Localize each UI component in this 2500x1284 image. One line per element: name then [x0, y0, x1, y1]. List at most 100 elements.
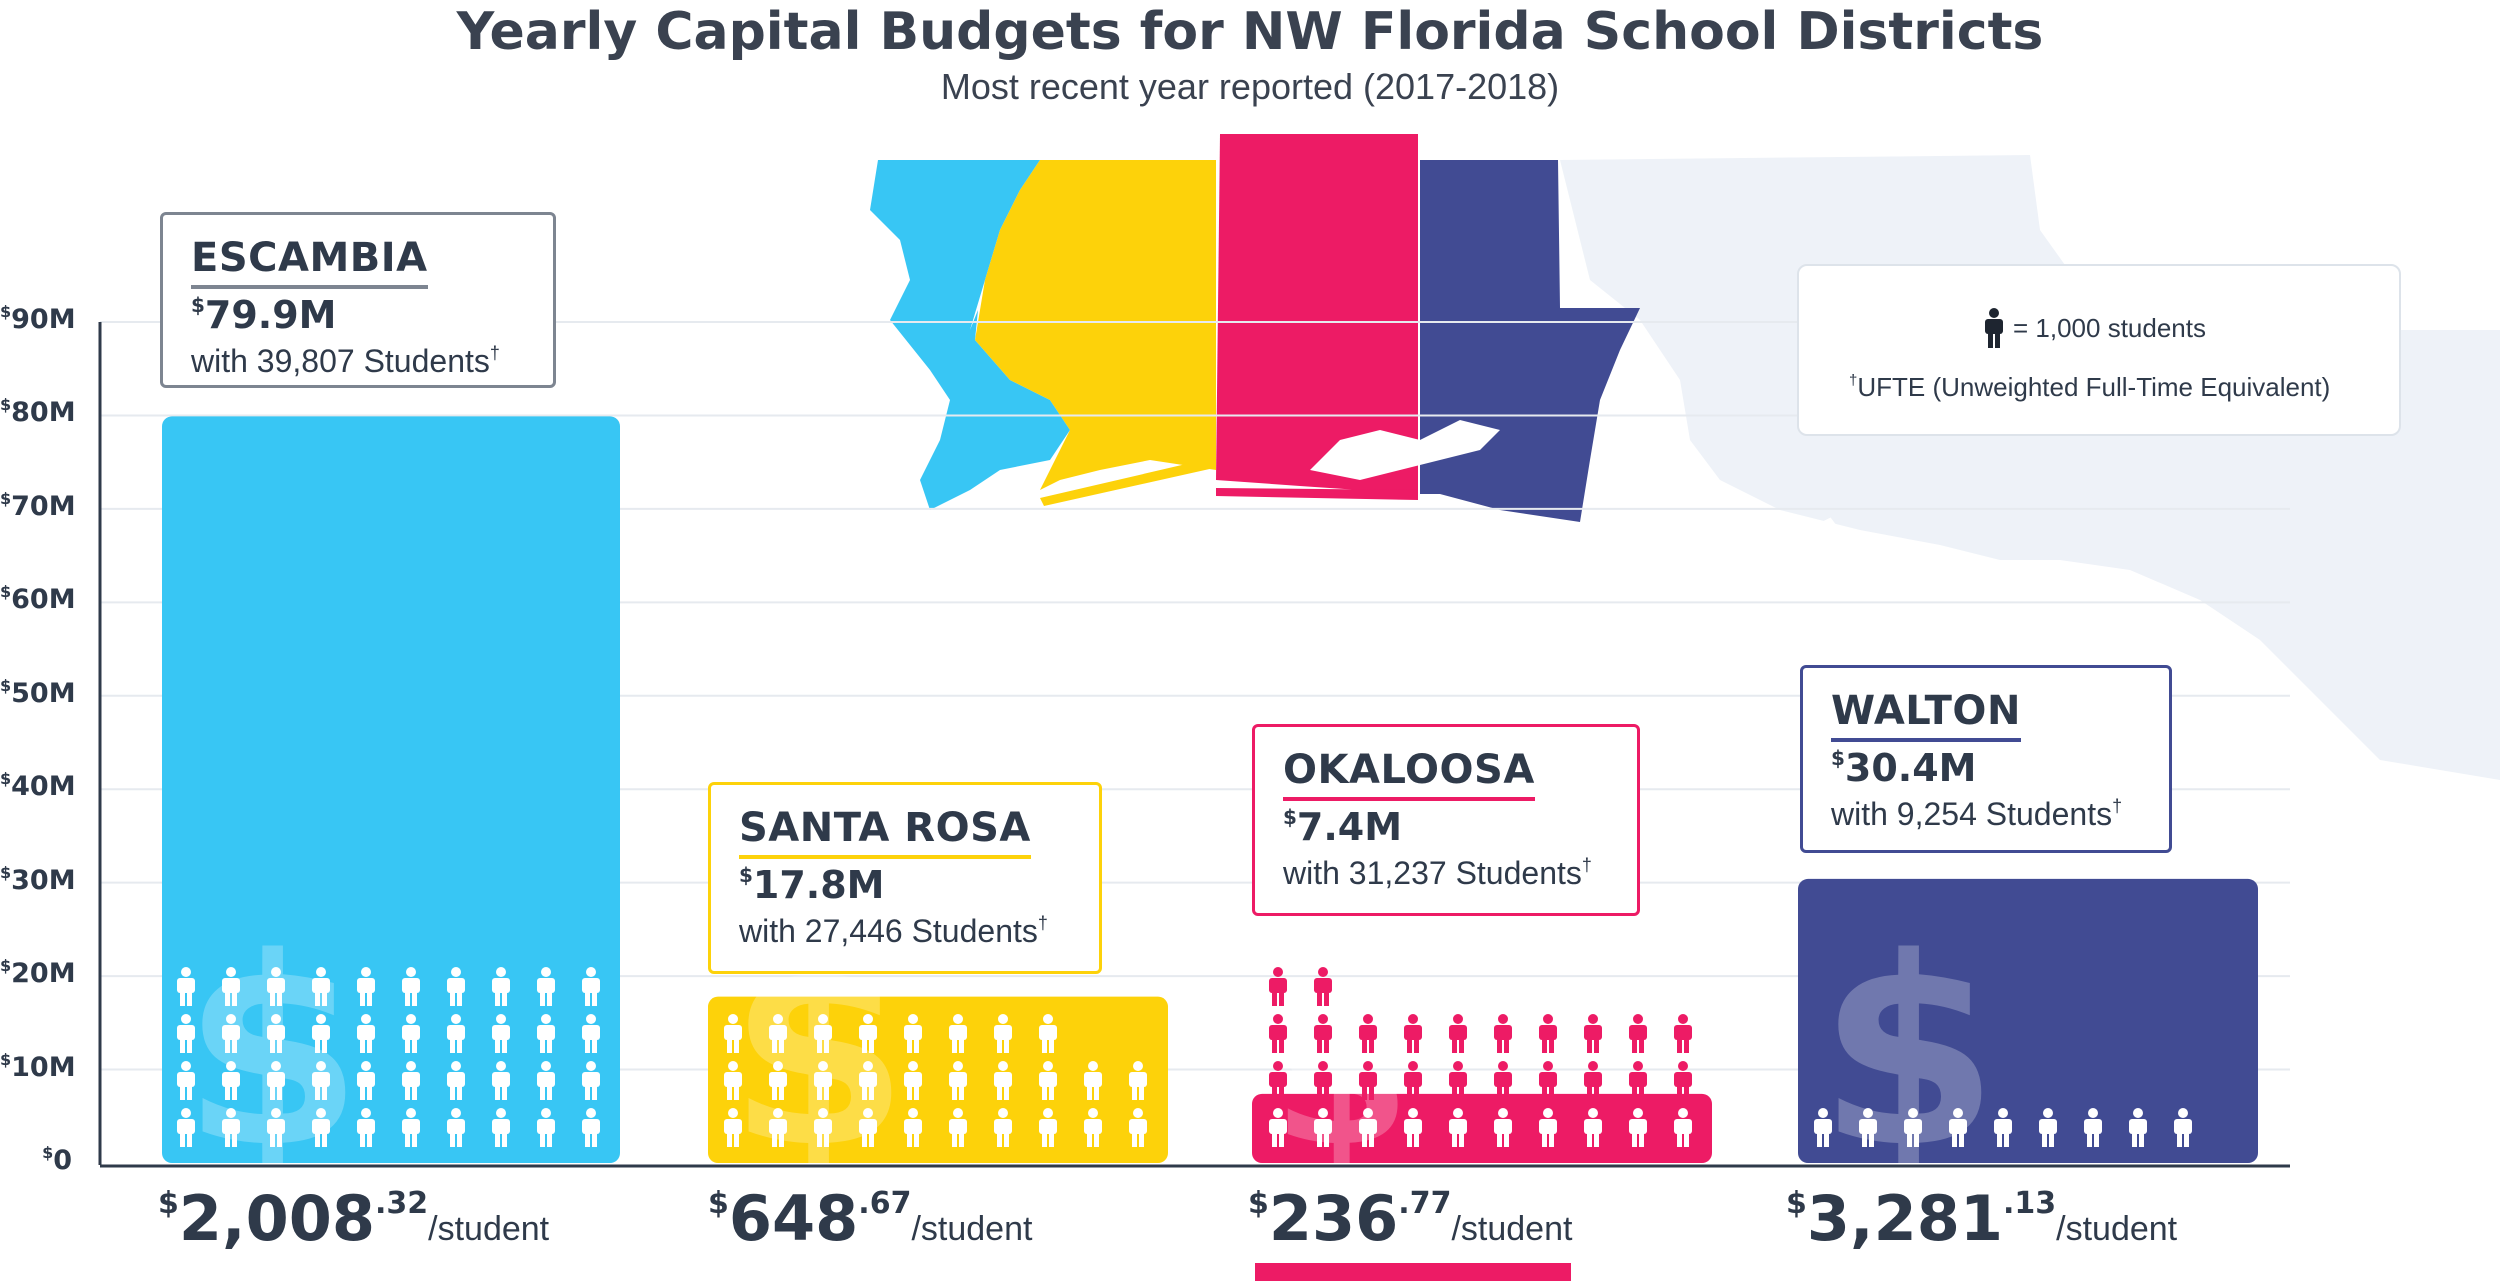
- person-icon: [814, 1014, 832, 1053]
- person-icon: [1539, 1061, 1557, 1100]
- person-icon: [1039, 1014, 1057, 1053]
- callout-district-name: SANTA ROSA: [739, 805, 1031, 859]
- person-icon: [994, 1014, 1012, 1053]
- person-icon: [1404, 1108, 1422, 1147]
- person-icon: [267, 1014, 285, 1053]
- person-icon: [312, 1014, 330, 1053]
- person-icon: [1269, 1014, 1287, 1053]
- person-icon: [769, 1014, 787, 1053]
- person-icon: [859, 1061, 877, 1100]
- callout-amount: $79.9M: [191, 293, 337, 337]
- person-icon: [949, 1014, 967, 1053]
- person-icon: [1949, 1108, 1967, 1147]
- person-icon: [859, 1108, 877, 1147]
- person-icon: [1584, 1061, 1602, 1100]
- y-tick-label: $30M: [0, 862, 76, 896]
- person-icon: [222, 1108, 240, 1147]
- person-icon: [1359, 1061, 1377, 1100]
- person-icon: [1269, 1061, 1287, 1100]
- person-icon: [769, 1061, 787, 1100]
- person-icon: [447, 967, 465, 1006]
- person-icon: [1449, 1014, 1467, 1053]
- person-icon: [1039, 1061, 1057, 1100]
- person-icon: [1359, 1108, 1377, 1147]
- y-tick-label: $0: [42, 1143, 72, 1176]
- person-icon: [1084, 1108, 1102, 1147]
- person-icon: [724, 1108, 742, 1147]
- bay-inlet-shape: [1310, 420, 1500, 480]
- escambia-map-shape: [870, 160, 1070, 510]
- person-icon: [1404, 1014, 1422, 1053]
- person-icon: [1494, 1014, 1512, 1053]
- santarosa-callout: SANTA ROSA $17.8M with 27,446 Students†: [708, 782, 1102, 974]
- dollar-sign: $: [1283, 805, 1297, 829]
- chart-title: Yearly Capital Budgets for NW Florida Sc…: [456, 2, 2044, 62]
- person-icon: [582, 1108, 600, 1147]
- person-icon: [177, 967, 195, 1006]
- okaloosa-highlight-underline: [1255, 1263, 1571, 1281]
- person-icon: [267, 967, 285, 1006]
- background-coast-detail: [1639, 497, 2251, 693]
- person-icon: [177, 1108, 195, 1147]
- legend-icon-row: = 1,000 students: [1983, 308, 2206, 348]
- person-icon: [312, 967, 330, 1006]
- person-icon: [994, 1061, 1012, 1100]
- person-icon: [2084, 1108, 2102, 1147]
- person-icon: [582, 967, 600, 1006]
- person-icon: [312, 1061, 330, 1100]
- legend-box: = 1,000 students †UFTE (Unweighted Full-…: [1797, 264, 2401, 436]
- person-icon: [537, 1108, 555, 1147]
- dagger-mark: †: [489, 343, 500, 363]
- y-tick-label: $80M: [0, 395, 76, 429]
- person-icon: [492, 967, 510, 1006]
- person-icon: [1269, 1108, 1287, 1147]
- person-icon: [402, 967, 420, 1006]
- person-icon: [1129, 1108, 1147, 1147]
- person-icon: [1674, 1108, 1692, 1147]
- person-icon: [267, 1108, 285, 1147]
- person-icon: [1674, 1061, 1692, 1100]
- person-icon: [1674, 1014, 1692, 1053]
- person-icon: [724, 1014, 742, 1053]
- background-florida-map: [1560, 155, 2500, 780]
- callout-district-name: WALTON: [1831, 688, 2021, 742]
- escambia-per-student: $2,008.32/student: [158, 1182, 550, 1255]
- person-icon: [1814, 1108, 1832, 1147]
- person-icon: [2129, 1108, 2147, 1147]
- callout-amount: $30.4M: [1831, 746, 1977, 790]
- person-icon: [904, 1061, 922, 1100]
- dollar-sign: $: [1831, 746, 1845, 770]
- person-icon: [1129, 1061, 1147, 1100]
- walton-callout: WALTON $30.4M with 9,254 Students†: [1800, 665, 2172, 853]
- person-icon: [582, 1014, 600, 1053]
- person-icon: [447, 1108, 465, 1147]
- person-icon: [1584, 1108, 1602, 1147]
- person-icon: [177, 1014, 195, 1053]
- person-icon: [2039, 1108, 2057, 1147]
- y-tick-label: $50M: [0, 675, 76, 709]
- person-icon: [1494, 1108, 1512, 1147]
- y-tick-label: $40M: [0, 769, 76, 803]
- callout-district-name: ESCAMBIA: [191, 235, 428, 289]
- santarosa-map-shape: [975, 160, 1216, 490]
- person-icon: [1629, 1108, 1647, 1147]
- person-icon: [1584, 1014, 1602, 1053]
- person-icon: [357, 1061, 375, 1100]
- y-tick-label: $70M: [0, 488, 76, 522]
- person-icon: [357, 967, 375, 1006]
- person-icon: [769, 1108, 787, 1147]
- dagger-mark: †: [1581, 855, 1592, 875]
- person-icon: [402, 1014, 420, 1053]
- okaloosa-map-shape: [1216, 134, 1418, 494]
- person-icon: [492, 1014, 510, 1053]
- dagger-mark: †: [2112, 796, 2123, 816]
- person-icon: [222, 1014, 240, 1053]
- person-icon: [1314, 1108, 1332, 1147]
- person-icon: [1084, 1061, 1102, 1100]
- y-tick-label: $90M: [0, 302, 76, 335]
- person-icon: [402, 1061, 420, 1100]
- person-icon: [859, 1014, 877, 1053]
- person-icon: [1859, 1108, 1877, 1147]
- person-icon: [1314, 1061, 1332, 1100]
- okaloosa-coast-strip: [1216, 488, 1418, 500]
